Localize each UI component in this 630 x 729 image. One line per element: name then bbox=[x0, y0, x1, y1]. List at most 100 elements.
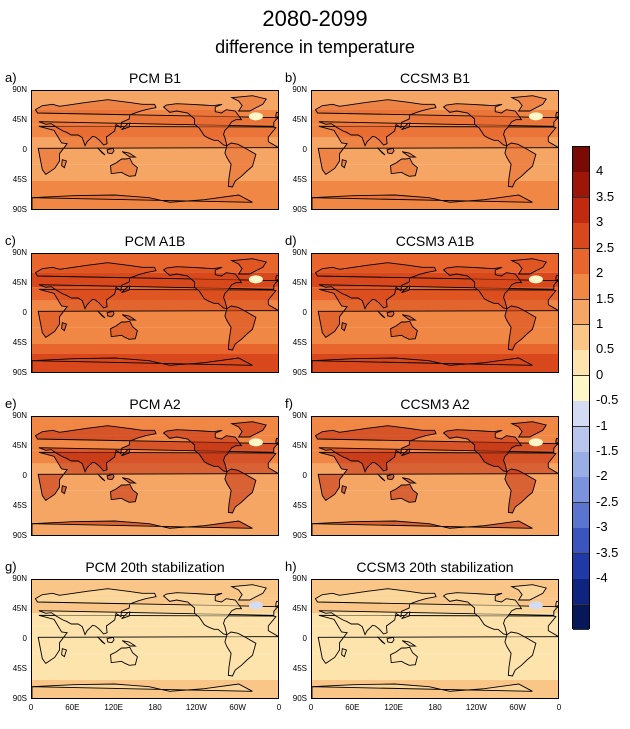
latitude-tick-label: 90N bbox=[292, 248, 307, 257]
latitude-tick-label: 90S bbox=[292, 531, 307, 540]
coastline bbox=[230, 421, 267, 438]
latitude-tick-label: 90S bbox=[12, 694, 27, 703]
longitude-tick-label: 60W bbox=[229, 703, 246, 712]
colorbar-swatch bbox=[573, 324, 589, 351]
temperature-band bbox=[312, 181, 558, 191]
colorbar-swatch bbox=[573, 274, 589, 300]
colorbar-tick-label: 1.5 bbox=[596, 290, 615, 306]
colorbar-tick-label: 2 bbox=[596, 265, 604, 281]
coastline bbox=[377, 310, 386, 319]
coastline bbox=[230, 95, 267, 112]
coastline bbox=[121, 314, 137, 321]
temperature-band bbox=[312, 507, 558, 517]
coastline bbox=[275, 437, 278, 445]
coastline bbox=[504, 631, 537, 677]
coastline bbox=[401, 611, 411, 620]
coastline bbox=[110, 483, 138, 503]
longitude-tick-label: 120E bbox=[384, 703, 403, 712]
colorbar-swatch bbox=[573, 147, 589, 173]
panel-title: CCSM3 A1B bbox=[395, 233, 475, 249]
coastline bbox=[61, 159, 68, 169]
panel-label: g) bbox=[5, 559, 17, 574]
latitude-tick-label: 45S bbox=[292, 664, 307, 673]
latitude-tick-label: 90N bbox=[12, 85, 27, 94]
coastline bbox=[224, 468, 257, 514]
coastline bbox=[224, 305, 257, 351]
temperature-band bbox=[312, 670, 558, 680]
coastline bbox=[510, 95, 547, 112]
coastline bbox=[312, 520, 533, 535]
longitude-tick-label: 0 bbox=[276, 703, 282, 712]
figure-title: 2080-2099 bbox=[262, 6, 368, 31]
coastline bbox=[121, 448, 131, 457]
coastline bbox=[504, 305, 537, 351]
latitude-tick-label: 90N bbox=[292, 411, 307, 420]
cooling-spot bbox=[528, 438, 543, 447]
latitude-tick-label: 45N bbox=[12, 441, 27, 450]
panel-label: f) bbox=[285, 396, 293, 411]
colorbar-swatch bbox=[573, 579, 589, 606]
coastline bbox=[121, 122, 131, 131]
coastline bbox=[314, 425, 558, 473]
cooling-spot bbox=[248, 601, 263, 610]
cooling-spot bbox=[248, 438, 263, 447]
colorbar-tick-label: 1 bbox=[596, 315, 604, 331]
coastline bbox=[401, 448, 411, 457]
colorbar-swatch bbox=[573, 248, 589, 275]
coastline bbox=[97, 473, 106, 482]
longitude-tick-label: 60W bbox=[509, 703, 526, 712]
coastline bbox=[34, 99, 278, 147]
latitude-tick-label: 45S bbox=[12, 664, 27, 673]
coastline bbox=[555, 274, 558, 282]
latitude-tick-label: 90N bbox=[12, 411, 27, 420]
latitude-tick-label: 90S bbox=[12, 531, 27, 540]
colorbar-swatch bbox=[573, 502, 589, 529]
coastline bbox=[121, 285, 131, 294]
panel-label: e) bbox=[5, 396, 17, 411]
colorbar bbox=[572, 146, 590, 631]
longitude-tick-label: 60E bbox=[65, 703, 80, 712]
coastline bbox=[401, 122, 411, 131]
coastline bbox=[61, 322, 68, 332]
coastline bbox=[106, 636, 115, 644]
latitude-tick-label: 90S bbox=[12, 205, 27, 214]
coastline bbox=[32, 357, 253, 372]
latitude-tick-label: 45N bbox=[292, 115, 307, 124]
colorbar-swatch bbox=[573, 172, 589, 199]
panel-title: PCM A2 bbox=[129, 396, 181, 412]
coastline bbox=[341, 322, 348, 332]
latitude-tick-label: 45S bbox=[12, 175, 27, 184]
temperature-band bbox=[312, 653, 558, 670]
colorbar-tick-label: -0.5 bbox=[596, 392, 619, 408]
latitude-tick-label: 45N bbox=[12, 278, 27, 287]
temperature-band bbox=[32, 653, 278, 670]
temperature-band bbox=[312, 490, 558, 507]
latitude-tick-label: 90S bbox=[292, 205, 307, 214]
colorbar-swatch bbox=[573, 401, 589, 428]
map-canvas bbox=[32, 580, 278, 698]
temperature-band bbox=[312, 164, 558, 181]
temperature-band bbox=[32, 670, 278, 680]
temperature-map bbox=[311, 579, 559, 699]
panel-label: d) bbox=[285, 233, 297, 248]
colorbar-tick-label: -2.5 bbox=[596, 493, 619, 509]
coastline bbox=[162, 103, 243, 147]
colorbar-tick-label: -1.5 bbox=[596, 443, 619, 459]
coastline bbox=[97, 310, 106, 319]
coastline bbox=[275, 600, 278, 608]
coastline bbox=[390, 320, 418, 340]
coastline bbox=[442, 266, 523, 310]
colorbar-tick-label: 0.5 bbox=[596, 341, 615, 357]
coastline bbox=[230, 584, 267, 601]
coastline bbox=[386, 473, 395, 481]
latitude-tick-label: 0 bbox=[302, 145, 307, 154]
temperature-band bbox=[32, 327, 278, 344]
coastline bbox=[312, 357, 533, 372]
coastline bbox=[555, 437, 558, 445]
colorbar-tick-label: 3 bbox=[596, 214, 604, 230]
coastline bbox=[106, 473, 115, 481]
coastline bbox=[110, 646, 138, 666]
map-canvas bbox=[312, 417, 558, 535]
coastline bbox=[555, 111, 558, 119]
colorbar-tick-label: 3.5 bbox=[596, 188, 615, 204]
